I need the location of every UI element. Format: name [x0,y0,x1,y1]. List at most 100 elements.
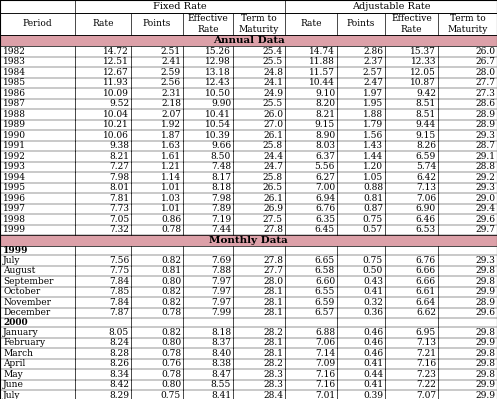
Text: Effective
Rate: Effective Rate [391,14,432,34]
Text: 29.8: 29.8 [475,349,495,358]
Text: 0.46: 0.46 [363,328,383,337]
Text: 2.31: 2.31 [161,89,181,98]
Text: July: July [3,391,20,399]
Text: 6.66: 6.66 [416,266,436,275]
Text: 2000: 2000 [3,318,28,327]
Text: Adjustable Rate: Adjustable Rate [352,2,430,11]
Text: 8.47: 8.47 [211,370,231,379]
Bar [0,255,497,265]
Text: 9.15: 9.15 [315,120,335,129]
Text: 25.5: 25.5 [263,57,283,66]
Text: 0.82: 0.82 [161,287,181,296]
Text: 28.3: 28.3 [263,380,283,389]
Text: 7.16: 7.16 [315,370,335,379]
Text: 0.86: 0.86 [161,215,181,224]
Text: 0.41: 0.41 [363,287,383,296]
Text: 27.8: 27.8 [263,256,283,265]
Text: 8.17: 8.17 [211,173,231,182]
Text: 8.41: 8.41 [211,391,231,399]
Text: 6.60: 6.60 [315,277,335,286]
Text: 6.59: 6.59 [315,298,335,307]
Text: 10.50: 10.50 [205,89,231,98]
Text: 28.6: 28.6 [475,99,495,108]
Text: 15.37: 15.37 [410,47,436,56]
Text: 1.56: 1.56 [363,131,383,140]
Text: 1995: 1995 [3,183,26,192]
Text: 0.80: 0.80 [161,380,181,389]
Text: 26.0: 26.0 [475,47,495,56]
Text: 8.42: 8.42 [109,380,129,389]
Text: 0.87: 0.87 [363,204,383,213]
Text: 0.75: 0.75 [161,391,181,399]
Text: 8.24: 8.24 [109,338,129,347]
Text: 29.9: 29.9 [475,338,495,347]
Text: 28.1: 28.1 [263,338,283,347]
Text: 7.19: 7.19 [211,215,231,224]
Text: 9.15: 9.15 [416,131,436,140]
Text: 29.4: 29.4 [475,204,495,213]
Text: 1997: 1997 [3,204,26,213]
Text: 8.26: 8.26 [109,359,129,368]
Text: 10.44: 10.44 [309,78,335,87]
Text: 6.88: 6.88 [315,328,335,337]
Text: 29.8: 29.8 [475,277,495,286]
Text: 12.98: 12.98 [205,57,231,66]
Text: 27.3: 27.3 [475,89,495,98]
Text: 8.29: 8.29 [109,391,129,399]
Text: 6.76: 6.76 [416,256,436,265]
Text: 0.41: 0.41 [363,380,383,389]
Text: 29.9: 29.9 [475,380,495,389]
Text: 7.06: 7.06 [315,338,335,347]
Text: 1.21: 1.21 [161,162,181,171]
Text: August: August [3,266,35,275]
Text: 1986: 1986 [3,89,26,98]
Text: 2.41: 2.41 [161,57,181,66]
Text: 7.16: 7.16 [416,359,436,368]
Text: 7.85: 7.85 [109,287,129,296]
Text: 0.44: 0.44 [363,370,383,379]
Text: 0.36: 0.36 [363,308,383,317]
Text: 26.0: 26.0 [263,110,283,119]
Text: 28.4: 28.4 [263,391,283,399]
Text: 25.4: 25.4 [263,47,283,56]
Text: Annual Data: Annual Data [213,36,284,45]
Text: 0.50: 0.50 [363,266,383,275]
Text: 5.56: 5.56 [315,162,335,171]
Text: 24.1: 24.1 [263,78,283,87]
Text: 7.87: 7.87 [109,308,129,317]
Text: 1982: 1982 [3,47,26,56]
Text: 8.28: 8.28 [109,349,129,358]
Text: 7.01: 7.01 [315,391,335,399]
Text: 6.90: 6.90 [416,204,436,213]
Bar [0,46,497,57]
Text: Fixed Rate: Fixed Rate [153,2,207,11]
Text: 0.76: 0.76 [161,359,181,368]
Text: 26.1: 26.1 [263,131,283,140]
Bar [0,338,497,348]
Text: 0.43: 0.43 [363,277,383,286]
Text: 27.7: 27.7 [263,266,283,275]
Text: 1.63: 1.63 [161,141,181,150]
Text: 27.0: 27.0 [263,120,283,129]
Text: Period: Period [23,20,52,28]
Text: 10.04: 10.04 [103,110,129,119]
Text: 11.93: 11.93 [103,78,129,87]
Text: 1.01: 1.01 [161,204,181,213]
Text: October: October [3,287,40,296]
Text: 28.0: 28.0 [475,68,495,77]
Text: December: December [3,308,50,317]
Text: 6.95: 6.95 [416,328,436,337]
Text: 7.97: 7.97 [211,287,231,296]
Text: 7.81: 7.81 [109,194,129,203]
Text: 7.88: 7.88 [211,266,231,275]
Text: 29.2: 29.2 [475,173,495,182]
Text: 12.67: 12.67 [103,68,129,77]
Bar [0,99,497,109]
Text: 6.62: 6.62 [416,308,436,317]
Text: 24.4: 24.4 [263,152,283,161]
Text: 1.44: 1.44 [363,152,383,161]
Bar [0,379,497,390]
Text: 7.44: 7.44 [211,225,231,234]
Text: 0.78: 0.78 [161,370,181,379]
Text: 7.97: 7.97 [211,298,231,307]
